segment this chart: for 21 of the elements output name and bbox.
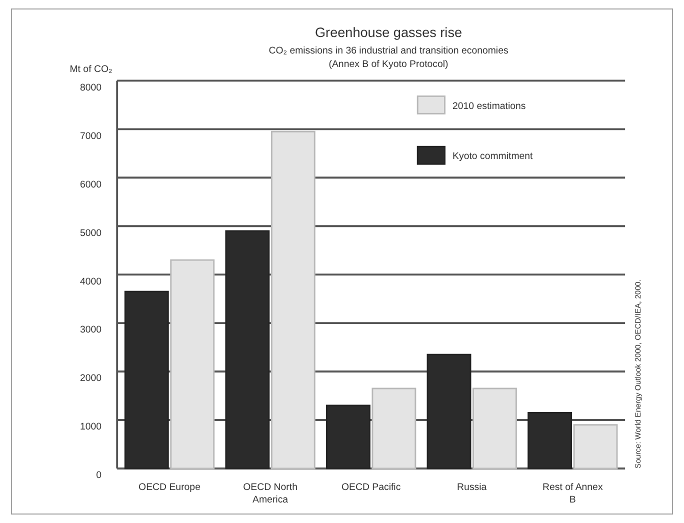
chart-title: Greenhouse gasses rise bbox=[315, 25, 462, 40]
x-tick-label: OECD Pacific bbox=[341, 482, 401, 493]
y-tick-label: 0 bbox=[96, 470, 102, 482]
y-tick-label: 4000 bbox=[80, 276, 102, 288]
x-tick-label: Russia bbox=[457, 482, 488, 493]
y-tick-label: 2000 bbox=[80, 373, 102, 384]
y-axis-title: Mt of CO₂ bbox=[70, 64, 112, 75]
chart-subtitle: CO₂ emissions in 36 industrial and transition economies bbox=[268, 46, 508, 57]
y-tick-label: 6000 bbox=[80, 179, 102, 190]
source-note: Source: World Energy Outlook 2000, OECD/IEA, 2000. bbox=[634, 280, 643, 468]
text: (Annex B of Kyoto Protocol) bbox=[328, 59, 448, 70]
legend-label: 2010 estimations bbox=[452, 100, 526, 112]
y-tick-label: 7000 bbox=[80, 130, 102, 142]
legend-label: Kyoto commitment bbox=[452, 151, 534, 162]
x-tick-label: OECD North America bbox=[243, 482, 298, 506]
y-tick-label: 8000 bbox=[80, 82, 102, 94]
y-tick-label: 1000 bbox=[80, 422, 102, 433]
x-tick-label: Rest of Annex B bbox=[542, 482, 603, 506]
y-tick-label: 5000 bbox=[80, 228, 102, 239]
x-tick-label: OECD Europe bbox=[138, 482, 200, 493]
y-tick-label: 3000 bbox=[80, 324, 102, 336]
